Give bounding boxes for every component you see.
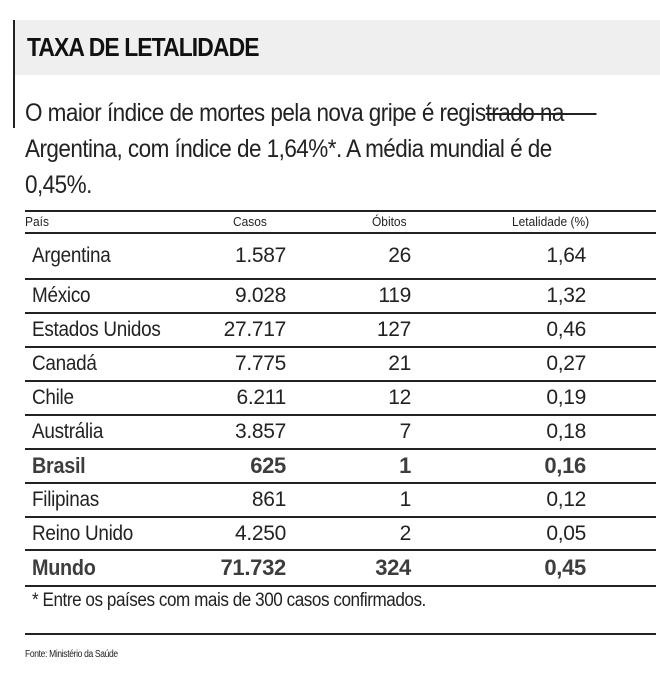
lethality-cell: 0,19 xyxy=(546,386,586,409)
deaths-cell: 1 xyxy=(399,453,411,478)
row-rule xyxy=(25,585,656,587)
lethality-cell: 0,12 xyxy=(546,488,586,511)
header-lethality: Letalidade (%) xyxy=(512,214,590,229)
table-row: México 9.028 119 1,32 xyxy=(25,280,656,312)
cases-cell: 7.775 xyxy=(234,352,286,375)
row-rule xyxy=(25,346,656,348)
row-rule xyxy=(25,312,656,314)
strike-tail xyxy=(560,113,597,116)
header-deaths: Óbitos xyxy=(372,214,407,229)
lethality-cell: 0,46 xyxy=(546,318,586,341)
intro-text: O maior índice de mortes pela nova gripe… xyxy=(25,95,601,203)
row-rule xyxy=(25,414,656,416)
cases-cell: 3.857 xyxy=(234,420,286,443)
cases-cell: 9.028 xyxy=(234,284,286,307)
lethality-cell: 1,32 xyxy=(546,284,586,307)
country-cell: Estados Unidos xyxy=(32,318,161,341)
country-cell: Filipinas xyxy=(32,488,99,511)
deaths-cell: 324 xyxy=(375,555,411,580)
table-row: Chile 6.211 12 0,19 xyxy=(25,382,656,414)
deaths-cell: 2 xyxy=(399,522,412,545)
header-country: País xyxy=(25,214,49,229)
lethality-cell: 0,45 xyxy=(544,555,586,580)
deaths-cell: 119 xyxy=(378,284,411,307)
country-cell: Austrália xyxy=(32,420,104,443)
deaths-cell: 26 xyxy=(388,244,411,267)
country-cell: Argentina xyxy=(32,244,111,267)
row-rule xyxy=(25,516,656,518)
header-cases: Casos xyxy=(233,214,267,229)
table-row: Brasil 625 1 0,16 xyxy=(25,450,656,482)
header-rule xyxy=(25,232,656,234)
deaths-cell: 127 xyxy=(376,318,411,341)
lethality-cell: 0,18 xyxy=(546,420,586,443)
row-rule xyxy=(25,448,656,450)
table-top-rule xyxy=(25,210,656,212)
country-cell: Brasil xyxy=(32,453,86,478)
cases-cell: 27.717 xyxy=(223,318,287,341)
cases-cell: 6.211 xyxy=(236,386,287,409)
country-cell: Mundo xyxy=(32,555,96,580)
intro-line-1: O maior índice de mortes pela nova gripe… xyxy=(25,95,601,131)
table-row: Filipinas 861 1 0,12 xyxy=(25,484,656,516)
accent-line xyxy=(13,20,15,128)
deaths-cell: 7 xyxy=(399,420,412,443)
cases-cell: 4.250 xyxy=(234,522,286,545)
country-cell: México xyxy=(32,284,91,307)
table-row: Estados Unidos 27.717 127 0,46 xyxy=(25,314,656,346)
lethality-cell: 1,64 xyxy=(546,244,586,267)
table-row: Austrália 3.857 7 0,18 xyxy=(25,416,656,448)
row-rule xyxy=(25,380,656,382)
intro-line-3: 0,45%. xyxy=(25,171,92,199)
footnote: * Entre os países com mais de 300 casos … xyxy=(32,590,426,611)
lethality-cell: 0,05 xyxy=(546,522,586,545)
table-row: Canadá 7.775 21 0,27 xyxy=(25,348,656,380)
deaths-cell: 21 xyxy=(388,352,411,375)
deaths-cell: 12 xyxy=(388,386,411,409)
deaths-cell: 1 xyxy=(399,488,412,511)
footnote-rule xyxy=(25,633,656,635)
lethality-cell: 0,16 xyxy=(544,453,586,478)
country-cell: Reino Unido xyxy=(32,522,134,545)
row-rule xyxy=(25,549,656,551)
table-row: Mundo 71.732 324 0,45 xyxy=(25,551,656,585)
cases-cell: 1.587 xyxy=(234,244,286,267)
page-title: TAXA DE LETALIDADE xyxy=(27,32,259,62)
cases-cell: 71.732 xyxy=(220,555,287,580)
row-rule xyxy=(25,278,656,280)
cases-cell: 625 xyxy=(250,453,286,478)
source-credit: Fonte: Ministério da Saúde xyxy=(25,649,118,660)
country-cell: Canadá xyxy=(32,352,97,375)
country-cell: Chile xyxy=(32,386,74,409)
lethality-cell: 0,27 xyxy=(546,352,586,375)
table-row: Reino Unido 4.250 2 0,05 xyxy=(25,518,656,549)
table-row: Argentina 1.587 26 1,64 xyxy=(25,234,656,278)
intro-line-1-text: O maior índice de mortes pela nova gripe… xyxy=(25,99,486,127)
intro-line-2: Argentina, com índice de 1,64%*. A média… xyxy=(25,135,552,163)
row-rule xyxy=(25,482,656,484)
title-band xyxy=(15,20,660,75)
intro-line-1-strike: trado na xyxy=(485,99,565,127)
cases-cell: 861 xyxy=(251,488,286,511)
